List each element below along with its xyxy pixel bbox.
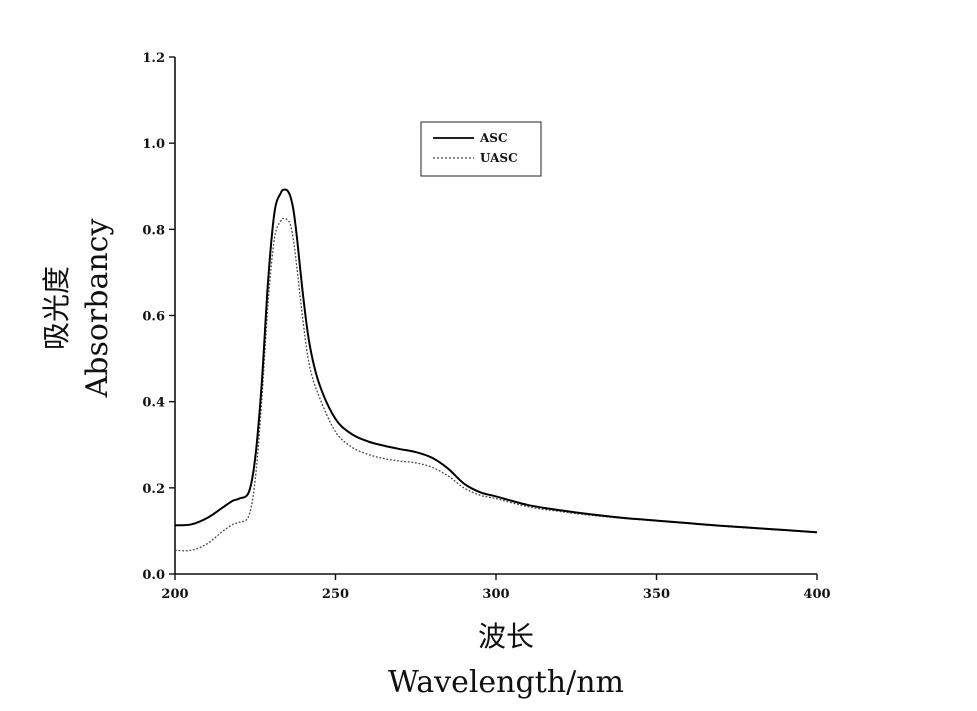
y-tick-label: 0.8 bbox=[142, 223, 165, 238]
legend-label-asc: ASC bbox=[479, 131, 508, 145]
series-line-asc bbox=[174, 188, 818, 534]
x-tick-label: 200 bbox=[161, 587, 188, 602]
y-tick-label: 0.4 bbox=[142, 396, 165, 411]
x-axis-title-cn: 波长 bbox=[478, 620, 534, 653]
y-tick-label: 0.2 bbox=[142, 482, 165, 497]
axes: 0.0 0.2 0.4 0.6 0.8 1.0 1.2 200 250 300 350 400 bbox=[142, 51, 830, 602]
x-axis-title: Wavelength/nm bbox=[388, 665, 624, 700]
y-tick-label: 1.0 bbox=[142, 137, 165, 152]
x-tick-label: 350 bbox=[643, 587, 670, 602]
x-tick-label: 300 bbox=[482, 587, 509, 602]
x-tick-label: 400 bbox=[803, 587, 830, 602]
y-axis-title: Absorbancy bbox=[80, 219, 115, 399]
series-line-uasc bbox=[174, 217, 818, 552]
legend: ASC UASC bbox=[420, 121, 542, 177]
y-tick-label: 1.2 bbox=[142, 51, 165, 66]
legend-box bbox=[420, 121, 542, 177]
series-layer bbox=[174, 188, 818, 552]
y-axis-title-cn: 吸光度 bbox=[40, 266, 73, 350]
axis-titles: 波长 Wavelength/nm 吸光度 Absorbancy bbox=[40, 219, 624, 700]
y-tick-label: 0.0 bbox=[142, 568, 165, 583]
legend-label-uasc: UASC bbox=[480, 151, 518, 165]
x-tick-label: 250 bbox=[322, 587, 349, 602]
y-tick-label: 0.6 bbox=[142, 310, 165, 325]
